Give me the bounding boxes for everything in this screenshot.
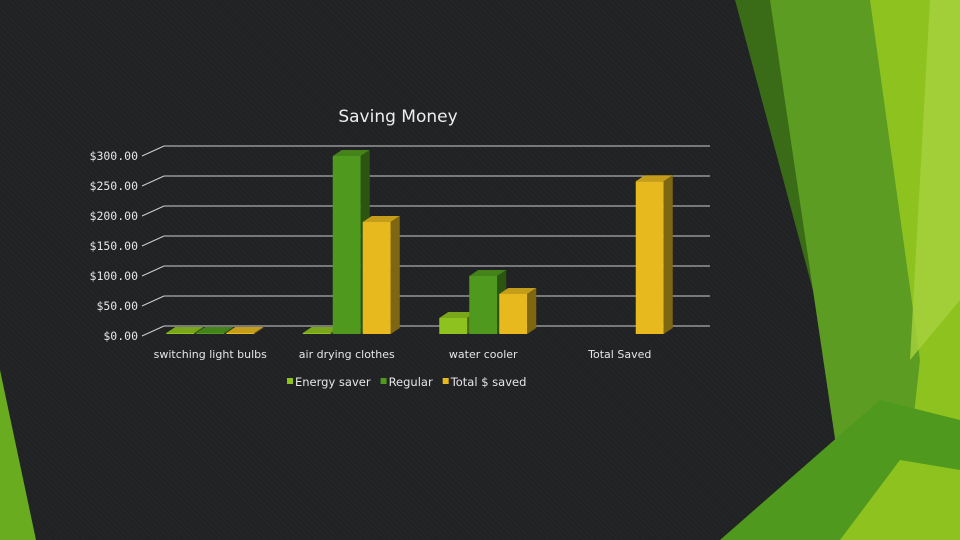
legend-item: Total $ saved	[442, 375, 527, 389]
x-category-label: air drying clothes	[299, 348, 395, 361]
bar	[362, 216, 400, 334]
legend-label: Total $ saved	[450, 375, 527, 389]
gridline-depth	[141, 265, 165, 277]
bar	[469, 270, 507, 334]
y-tick-label: $100.00	[90, 269, 139, 283]
y-tick-label: $200.00	[90, 209, 139, 223]
y-tick-label: $50.00	[96, 299, 138, 313]
gridline-depth	[141, 205, 165, 217]
bar	[635, 175, 673, 334]
x-axis-categories: switching light bulbs air drying clothes w…	[154, 348, 652, 361]
grid	[141, 145, 710, 337]
legend: Energy saver Regular Total $ saved	[287, 375, 526, 389]
y-tick-label: $250.00	[90, 179, 139, 193]
gridline-depth	[141, 325, 165, 337]
legend-label: Energy saver	[295, 375, 371, 389]
bar	[499, 288, 537, 334]
bar	[196, 327, 234, 334]
gridline-depth	[141, 295, 165, 307]
gridline-depth	[141, 145, 165, 157]
gridline-depth	[141, 235, 165, 247]
legend-label: Regular	[389, 375, 433, 389]
x-category-label: switching light bulbs	[154, 348, 267, 361]
green-shape-left	[0, 370, 36, 540]
y-tick-label: $0.00	[103, 329, 138, 343]
bars	[166, 150, 673, 334]
y-tick-label: $300.00	[90, 149, 139, 163]
green-shape-right-mid	[770, 0, 960, 540]
green-shape-right-highlight	[910, 0, 960, 360]
legend-item: Regular	[380, 375, 433, 389]
bar	[226, 327, 264, 334]
y-tick-label: $150.00	[90, 239, 139, 253]
legend-item: Energy saver	[287, 375, 371, 389]
chart-title: Saving Money	[338, 107, 457, 127]
gridline-depth	[141, 175, 165, 187]
x-category-label: Total Saved	[587, 348, 651, 361]
x-category-label: water cooler	[449, 348, 518, 361]
bar	[166, 327, 204, 334]
y-axis-ticks: $0.00 $50.00 $100.00 $150.00 $200.00 $250.00 $…	[90, 149, 139, 343]
green-shape-bottom-right-light	[840, 460, 960, 540]
